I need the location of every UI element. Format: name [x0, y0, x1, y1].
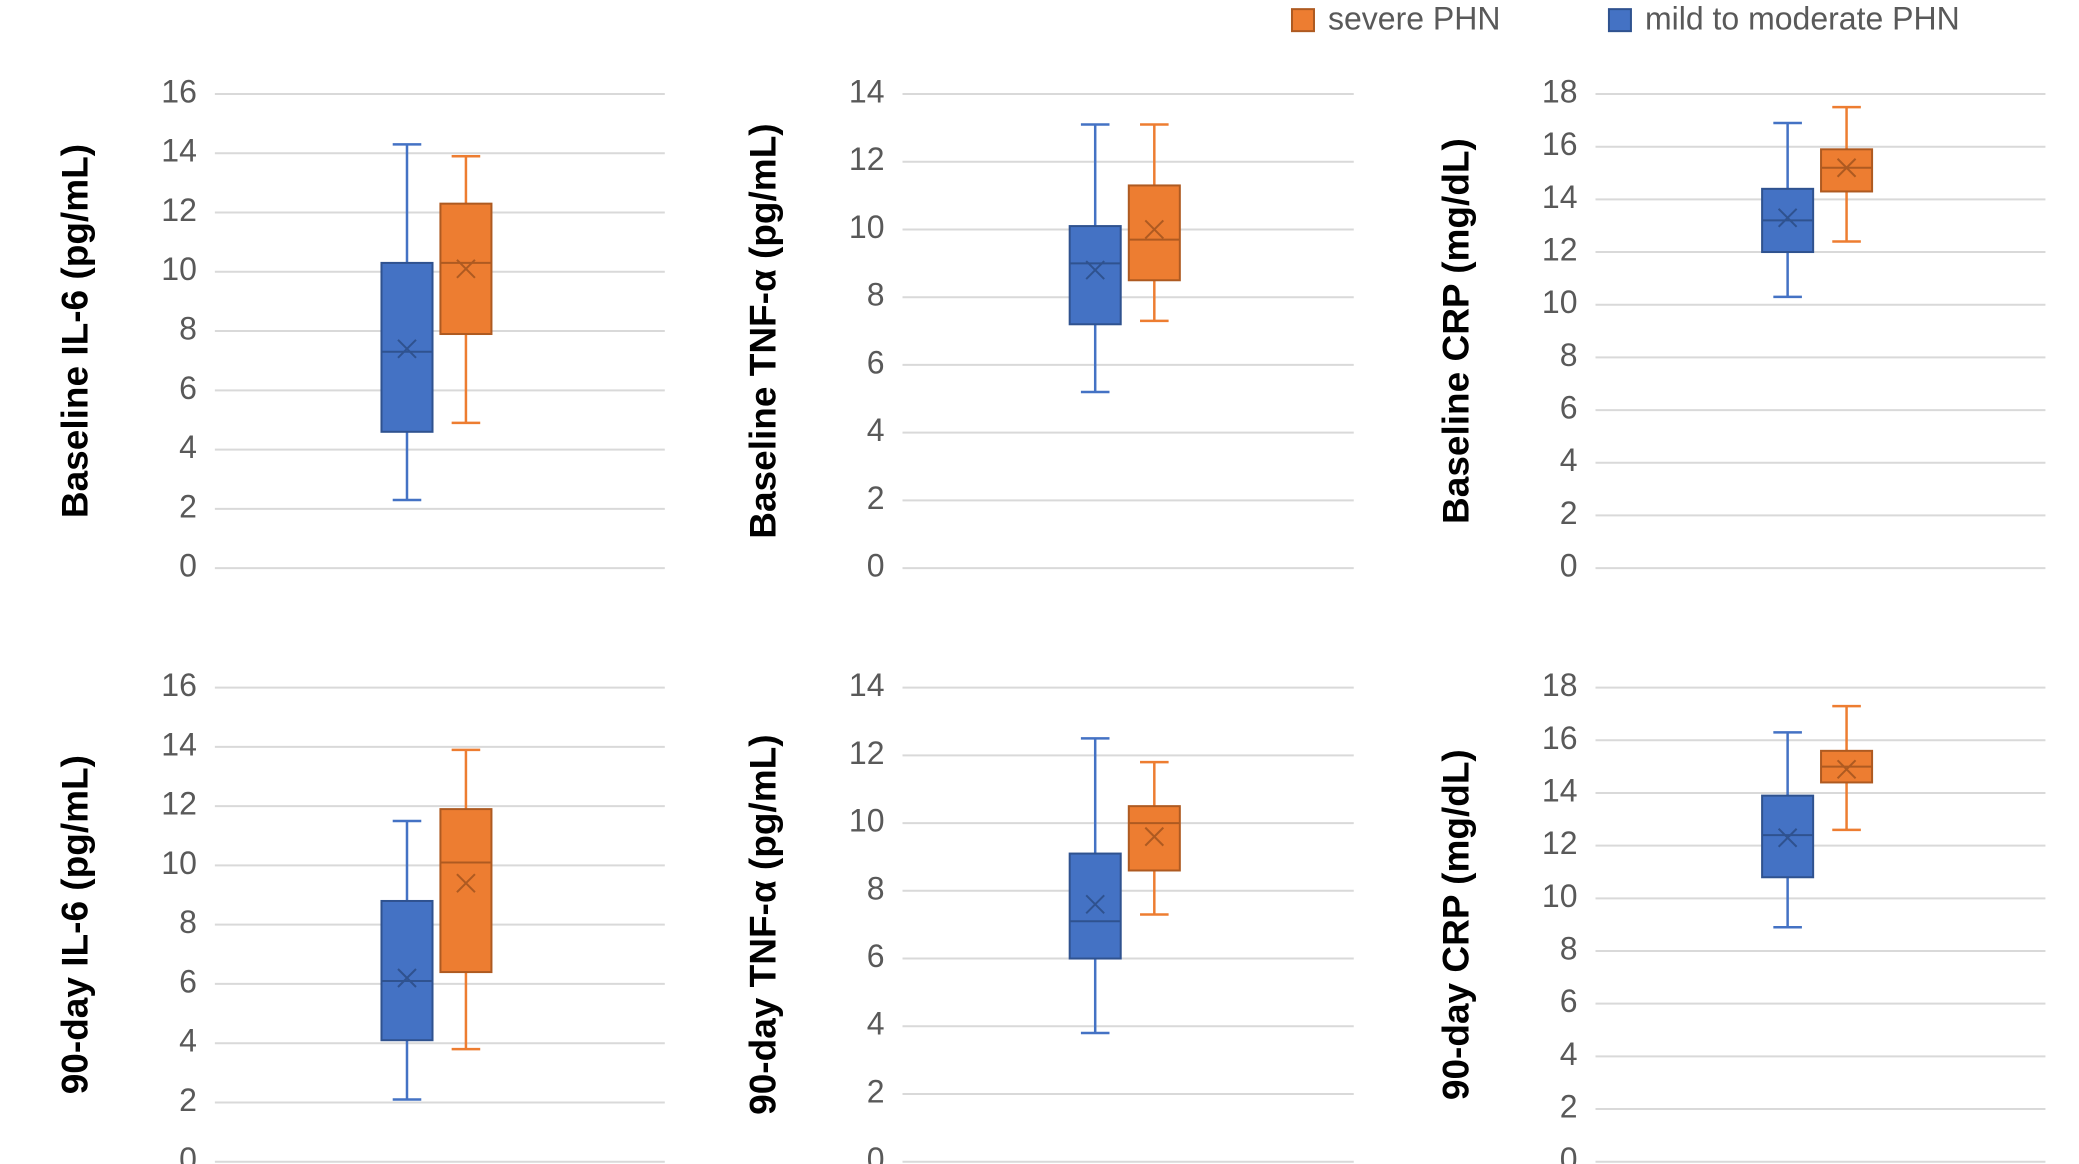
y-axis-label: Baseline IL-6 (pg/mL) — [55, 144, 96, 518]
y-tick-label: 2 — [179, 1082, 197, 1118]
y-tick-label: 12 — [849, 735, 885, 771]
mean-marker — [1144, 826, 1165, 847]
y-tick-label: 4 — [1560, 442, 1578, 478]
box — [380, 899, 434, 1042]
mean-marker — [1144, 219, 1165, 240]
y-tick-label: 14 — [1542, 179, 1578, 215]
mean-marker — [456, 259, 476, 279]
y-tick-label: 12 — [1542, 825, 1578, 861]
mean-marker — [397, 339, 417, 359]
y-tick-label: 12 — [161, 786, 197, 822]
y-tick-label: 8 — [867, 277, 885, 313]
y-axis-label: 90-day IL-6 (pg/mL) — [55, 755, 96, 1094]
mean-marker — [1836, 759, 1857, 779]
y-tick-label: 0 — [867, 1141, 885, 1164]
y-tick-label: 8 — [867, 870, 885, 906]
mean-marker — [1836, 158, 1857, 178]
y-tick-label: 16 — [161, 667, 197, 703]
y-axis-label: 90-day TNF-α (pg/mL) — [742, 734, 783, 1114]
legend-swatch — [1607, 8, 1632, 33]
y-tick-label: 16 — [1542, 720, 1578, 756]
y-tick-label: 16 — [161, 73, 197, 109]
mean-marker — [1777, 208, 1798, 228]
box — [1127, 184, 1181, 282]
y-tick-label: 4 — [867, 1006, 885, 1042]
y-tick-label: 6 — [1560, 390, 1578, 426]
y-tick-label: 6 — [179, 370, 197, 406]
y-tick-label: 14 — [849, 667, 885, 703]
y-tick-label: 0 — [179, 548, 197, 584]
y-tick-label: 10 — [161, 251, 197, 287]
y-tick-label: 0 — [179, 1141, 197, 1164]
y-tick-label: 8 — [1560, 337, 1578, 373]
y-tick-label: 10 — [849, 209, 885, 245]
y-tick-label: 6 — [1560, 983, 1578, 1019]
legend-label: mild to moderate PHN — [1645, 1, 1960, 37]
y-tick-label: 16 — [1542, 126, 1578, 162]
mean-marker — [456, 873, 476, 893]
y-tick-label: 12 — [849, 141, 885, 177]
mean-marker — [1085, 260, 1105, 280]
box — [1068, 852, 1122, 960]
box — [439, 808, 493, 974]
y-tick-label: 18 — [1542, 667, 1578, 703]
box — [1761, 794, 1815, 879]
y-tick-label: 10 — [1542, 284, 1578, 320]
y-tick-label: 2 — [179, 488, 197, 524]
mean-marker — [1085, 894, 1105, 915]
y-tick-label: 6 — [867, 938, 885, 974]
box — [1068, 225, 1122, 326]
y-tick-label: 10 — [1542, 878, 1578, 914]
y-tick-label: 14 — [161, 133, 197, 169]
y-tick-label: 4 — [179, 1023, 197, 1059]
y-axis-label: Baseline CRP (mg/dL) — [1435, 138, 1476, 524]
y-axis-label: Baseline TNF-α (pg/mL) — [742, 123, 783, 538]
mean-marker — [397, 968, 417, 988]
y-tick-label: 10 — [849, 803, 885, 839]
y-tick-label: 2 — [867, 480, 885, 516]
y-tick-label: 12 — [1542, 231, 1578, 267]
y-tick-label: 4 — [179, 429, 197, 465]
legend-label: severe PHN — [1328, 1, 1501, 37]
y-tick-label: 8 — [179, 904, 197, 940]
y-tick-label: 14 — [1542, 772, 1578, 808]
y-tick-label: 2 — [1560, 1088, 1578, 1124]
y-tick-label: 2 — [1560, 495, 1578, 531]
legend-swatch — [1290, 8, 1315, 33]
y-tick-label: 12 — [161, 192, 197, 228]
y-tick-label: 18 — [1542, 73, 1578, 109]
y-tick-label: 10 — [161, 845, 197, 881]
y-tick-label: 0 — [1560, 1141, 1578, 1164]
mean-marker — [1777, 828, 1798, 848]
y-tick-label: 4 — [867, 412, 885, 448]
box — [1127, 805, 1181, 872]
y-tick-label: 8 — [179, 311, 197, 347]
y-tick-label: 14 — [849, 73, 885, 109]
box — [380, 261, 434, 433]
box — [1820, 148, 1874, 193]
y-tick-label: 14 — [161, 726, 197, 762]
y-tick-label: 2 — [867, 1073, 885, 1109]
y-axis-label: 90-day CRP (mg/dL) — [1435, 749, 1476, 1100]
y-tick-label: 0 — [1560, 548, 1578, 584]
y-tick-label: 4 — [1560, 1036, 1578, 1072]
y-tick-label: 8 — [1560, 930, 1578, 966]
y-tick-label: 6 — [179, 963, 197, 999]
y-tick-label: 0 — [867, 548, 885, 584]
y-tick-label: 6 — [867, 344, 885, 380]
